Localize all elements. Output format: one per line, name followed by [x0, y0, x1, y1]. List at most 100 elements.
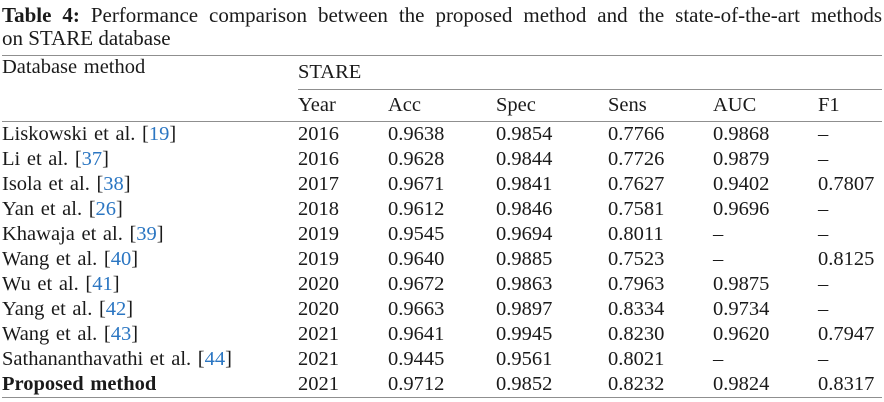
- auc-cell: –: [713, 348, 724, 370]
- citation-number: 38: [103, 173, 124, 195]
- spec-cell: 0.9846: [496, 198, 553, 220]
- column-header-f1: F1: [818, 89, 883, 122]
- citation-bracket-open: [: [122, 223, 137, 245]
- spec-cell: 0.9863: [496, 273, 553, 295]
- citation-ref[interactable]: [39]: [122, 223, 164, 245]
- sens-cell: 0.7766: [608, 123, 665, 145]
- method-name: Sathananthavathi et al.: [2, 348, 192, 370]
- method-cell: Yan et al. [26]: [2, 197, 298, 222]
- spec-cell: 0.9945: [496, 323, 553, 345]
- citation-ref[interactable]: [44]: [191, 348, 232, 370]
- f1-cell: –: [818, 298, 829, 320]
- column-header-acc: Acc: [388, 89, 496, 122]
- method-cell: Wang et al. [43]: [2, 322, 298, 347]
- method-cell: Sathananthavathi et al. [44]: [2, 347, 298, 372]
- table-caption: Table 4: Performance comparison between …: [0, 0, 884, 50]
- citation-bracket-open: [: [82, 198, 96, 220]
- citation-bracket-open: [: [89, 173, 104, 195]
- spec-cell: 0.9854: [496, 123, 553, 145]
- method-cell: Li et al. [37]: [2, 147, 298, 172]
- sens-cell: 0.7627: [608, 173, 665, 195]
- f1-cell: –: [818, 223, 829, 245]
- table-row: Proposed method [] 2021 0.9712 0.9852 0.…: [2, 372, 882, 398]
- year-cell: 2018: [298, 198, 339, 220]
- auc-cell: 0.9734: [713, 298, 770, 320]
- table-caption-line1: Table 4: Performance comparison between …: [2, 4, 882, 27]
- citation-ref[interactable]: [42]: [92, 298, 133, 320]
- spec-cell: 0.9561: [496, 348, 553, 370]
- year-cell: 2019: [298, 248, 339, 270]
- citation-bracket-open: [: [97, 248, 111, 270]
- citation-ref[interactable]: [40]: [97, 248, 138, 270]
- method-cell: Wu et al. [41]: [2, 272, 298, 297]
- acc-cell: 0.9638: [388, 123, 445, 145]
- spec-cell: 0.9694: [496, 223, 553, 245]
- auc-cell: 0.9620: [713, 323, 770, 345]
- header-row-metrics: Year Acc Spec Sens AUC F1: [2, 89, 883, 122]
- table-caption-label: Table 4:: [2, 3, 80, 27]
- method-name: Wang et al.: [2, 323, 98, 345]
- table-caption-line2: on STARE database: [2, 26, 171, 50]
- citation-ref[interactable]: [19]: [135, 123, 176, 145]
- acc-cell: 0.9445: [388, 348, 445, 370]
- citation-bracket-close: ]: [116, 198, 123, 220]
- citation-bracket-close: ]: [169, 123, 177, 145]
- spec-cell: 0.9841: [496, 173, 553, 195]
- citation-bracket-open: [: [135, 123, 149, 145]
- header-row-group: Database method STARE: [2, 55, 883, 122]
- citation-bracket-close: ]: [225, 348, 232, 370]
- citation-bracket-open: [: [68, 148, 82, 170]
- citation-number: 41: [92, 273, 113, 295]
- table-row: Yan et al. [26] 2018 0.9612 0.9846 0.758…: [2, 197, 882, 222]
- table-row: Li et al. [37] 2016 0.9628 0.9844 0.7726…: [2, 147, 882, 172]
- method-name: Wang et al.: [2, 248, 98, 270]
- citation-bracket-open: [: [191, 348, 205, 370]
- year-cell: 2021: [298, 348, 339, 370]
- year-cell: 2016: [298, 123, 339, 145]
- column-header-year: Year: [298, 89, 388, 122]
- citation-ref[interactable]: [38]: [89, 173, 130, 195]
- citation-bracket-open: [: [92, 298, 106, 320]
- sens-cell: 0.7523: [608, 248, 665, 270]
- sens-cell: 0.8011: [608, 223, 664, 245]
- citation-number: 43: [110, 323, 132, 345]
- citation-bracket-open: [: [97, 323, 111, 345]
- table-row: Isola et al. [38] 2017 0.9671 0.9841 0.7…: [2, 172, 882, 197]
- spec-cell: 0.9897: [496, 298, 553, 320]
- year-cell: 2021: [298, 323, 339, 345]
- citation-ref[interactable]: [43]: [97, 323, 138, 345]
- table-row: Yang et al. [42] 2020 0.9663 0.9897 0.83…: [2, 297, 882, 322]
- f1-cell: –: [818, 123, 829, 145]
- performance-comparison-table: Database method STARE Year Acc Spec Sens…: [2, 55, 883, 398]
- auc-cell: 0.9824: [713, 373, 770, 395]
- method-cell: Wang et al. [40]: [2, 247, 298, 272]
- table-row: Wu et al. [41] 2020 0.9672 0.9863 0.7963…: [2, 272, 882, 297]
- sens-cell: 0.7581: [608, 198, 665, 220]
- citation-ref[interactable]: [41]: [79, 273, 120, 295]
- auc-cell: 0.9402: [713, 173, 770, 195]
- auc-cell: 0.9875: [713, 273, 770, 295]
- citation-bracket-close: ]: [112, 273, 120, 295]
- citation-ref[interactable]: [37]: [68, 148, 109, 170]
- method-cell: Liskowski et al. [19]: [2, 122, 298, 148]
- citation-number: 40: [110, 248, 132, 270]
- citation-ref[interactable]: [26]: [82, 198, 123, 220]
- method-name: Li et al.: [2, 148, 69, 170]
- f1-cell: –: [818, 348, 829, 370]
- citation-number: 26: [95, 198, 117, 220]
- citation-bracket-close: ]: [102, 148, 109, 170]
- spec-cell: 0.9844: [496, 148, 553, 170]
- auc-cell: 0.9868: [713, 123, 770, 145]
- column-header-spec: Spec: [496, 89, 608, 122]
- method-name: Liskowski et al.: [2, 123, 136, 145]
- acc-cell: 0.9640: [388, 248, 445, 270]
- citation-bracket-close: ]: [156, 223, 164, 245]
- sens-cell: 0.8021: [608, 348, 665, 370]
- year-cell: 2016: [298, 148, 339, 170]
- f1-cell: –: [818, 148, 829, 170]
- table-row: Sathananthavathi et al. [44] 2021 0.9445…: [2, 347, 882, 372]
- citation-number: 19: [148, 123, 170, 145]
- citation-number: 42: [105, 298, 127, 320]
- method-name: Wu et al.: [2, 273, 79, 295]
- citation-number: 37: [81, 148, 103, 170]
